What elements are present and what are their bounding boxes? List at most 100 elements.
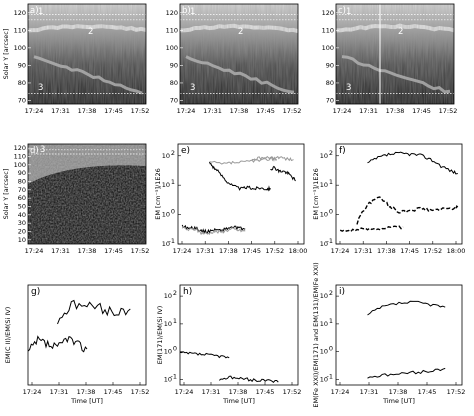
x-tick-label: 18:00 <box>447 247 466 255</box>
panel-g <box>27 284 147 386</box>
x-tick-label: 17:31 <box>51 107 70 115</box>
y-tick-label: 50 <box>18 203 26 211</box>
feature-label: 1 <box>38 7 43 17</box>
frame <box>335 3 455 105</box>
texture <box>180 4 298 104</box>
x-tick-label: 17:31 <box>202 388 221 396</box>
y-tick-label: 100 <box>166 44 178 52</box>
frame <box>27 143 147 245</box>
x-tick-label: 17:31 <box>51 247 70 255</box>
y-tick-exp: 2 <box>171 149 175 157</box>
y-tick-exp: -1 <box>327 237 333 245</box>
panel-label: i) <box>339 287 345 297</box>
x-tick-label: 17:45 <box>256 107 275 115</box>
y-tick-label: 110 <box>14 153 26 161</box>
y-tick-label: 10 <box>162 152 170 160</box>
panel-label: a) <box>30 6 39 16</box>
y-tick-label: 120 <box>14 9 26 17</box>
y-tick-label: 80 <box>326 79 334 87</box>
series-line <box>209 161 271 192</box>
series-group <box>367 300 446 379</box>
x-tick-label: 17:24 <box>25 247 44 255</box>
y-tick-label: 10 <box>320 292 328 300</box>
panel-e <box>177 143 305 245</box>
y-axis-label: Solar Y [arcsec] <box>2 29 10 80</box>
feature-label: 3 <box>38 83 43 93</box>
x-tick-label: 17:45 <box>418 388 437 396</box>
feature-label: 3 <box>190 83 195 93</box>
x-tick-label: 17:31 <box>359 107 378 115</box>
series-line <box>367 367 446 379</box>
y-tick-label: 100 <box>322 44 334 52</box>
y-tick-label: 10 <box>162 181 170 189</box>
y-axis-label: EM [cm⁻⁵]/1E26 <box>154 168 162 220</box>
y-tick-exp: -1 <box>169 237 175 245</box>
y-tick-label: 120 <box>14 144 26 152</box>
panel-f <box>335 143 463 245</box>
x-tick-label: 17:52 <box>283 107 302 115</box>
y-tick-label: 80 <box>18 79 26 87</box>
y-tick-label: 80 <box>18 178 26 186</box>
series-line <box>367 300 446 316</box>
x-tick-label: 17:45 <box>256 388 275 396</box>
y-tick-label: 80 <box>170 79 178 87</box>
x-tick-label: 17:52 <box>439 107 458 115</box>
y-tick-exp: -1 <box>171 372 177 380</box>
x-tick-label: 17:52 <box>447 388 466 396</box>
panel-label: e) <box>181 146 190 156</box>
panel-c <box>335 3 455 105</box>
y-tick-exp: 2 <box>329 149 333 157</box>
y-tick-label: 10 <box>320 320 328 328</box>
x-tick-label: 17:52 <box>265 247 284 255</box>
y-tick-label: 110 <box>14 26 26 34</box>
x-tick-label: 17:31 <box>50 388 69 396</box>
y-tick-label: 70 <box>18 186 26 194</box>
y-tick-label: 10 <box>18 236 26 244</box>
x-tick-label: 17:38 <box>389 388 408 396</box>
x-tick-label: 17:24 <box>175 388 194 396</box>
series-line <box>251 155 278 162</box>
x-tick-label: 17:38 <box>229 388 248 396</box>
x-tick-label: 17:52 <box>283 388 302 396</box>
y-tick-label: 10 <box>320 240 328 248</box>
series-group <box>28 299 131 353</box>
y-tick-label: 70 <box>326 96 334 104</box>
y-tick-label: 90 <box>18 169 26 177</box>
y-tick-label: 110 <box>166 26 178 34</box>
panel-a <box>27 3 147 105</box>
series-line <box>28 335 88 353</box>
feature-label: 3 <box>346 83 351 93</box>
y-tick-label: 20 <box>18 228 26 236</box>
y-tick-label: 40 <box>18 211 26 219</box>
y-tick-label: 10 <box>162 240 170 248</box>
frame <box>179 3 299 105</box>
series-group <box>181 155 296 236</box>
y-tick-label: 10 <box>164 348 172 356</box>
frame <box>27 284 147 386</box>
y-tick-exp: 2 <box>329 289 333 297</box>
y-tick-label: 120 <box>166 9 178 17</box>
y-tick-label: 10 <box>320 348 328 356</box>
panel-label: c) <box>338 6 346 16</box>
x-tick-label: 17:24 <box>173 247 192 255</box>
image-b <box>180 4 298 104</box>
panel-h <box>179 284 299 386</box>
x-tick-label: 17:31 <box>196 247 215 255</box>
y-tick-label: 100 <box>14 161 26 169</box>
x-tick-label: 17:45 <box>400 247 419 255</box>
y-tick-label: 10 <box>164 375 172 383</box>
x-tick-label: 17:24 <box>331 388 350 396</box>
y-tick-exp: 0 <box>329 208 333 216</box>
image-a <box>28 4 146 104</box>
y-tick-exp: 1 <box>329 178 333 186</box>
x-tick-label: 17:52 <box>131 247 150 255</box>
y-axis-label: Solar Y [arcsec] <box>2 169 10 220</box>
x-axis-label: Time [UT] <box>70 397 103 405</box>
panel-label: f) <box>339 146 346 156</box>
y-tick-exp: 0 <box>173 345 177 353</box>
x-tick-label: 17:38 <box>377 247 396 255</box>
x-tick-label: 17:38 <box>386 107 405 115</box>
x-tick-label: 17:38 <box>219 247 238 255</box>
x-axis-label: Time [UT] <box>382 397 415 405</box>
